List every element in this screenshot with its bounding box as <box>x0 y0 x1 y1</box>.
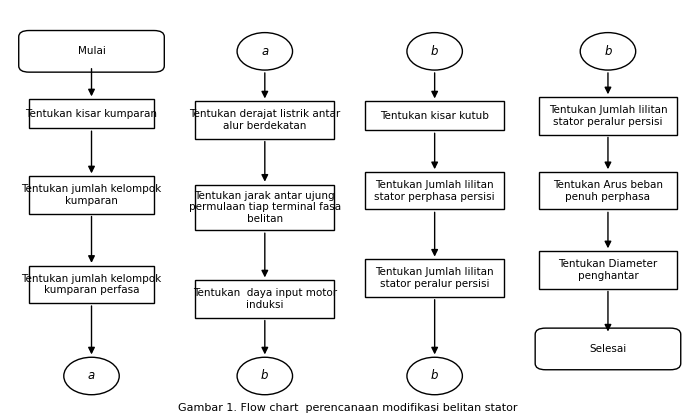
Text: b: b <box>604 45 612 58</box>
Text: Tentukan Jumlah lilitan
stator peralur persisi: Tentukan Jumlah lilitan stator peralur p… <box>375 267 494 289</box>
FancyBboxPatch shape <box>29 176 154 214</box>
Text: Tentukan Diameter
penghantar: Tentukan Diameter penghantar <box>558 259 658 281</box>
Text: Selesai: Selesai <box>590 344 626 354</box>
FancyBboxPatch shape <box>365 101 504 130</box>
Text: Tentukan kisar kumparan: Tentukan kisar kumparan <box>26 109 157 119</box>
Text: a: a <box>88 370 95 383</box>
FancyBboxPatch shape <box>365 172 504 210</box>
FancyBboxPatch shape <box>196 280 334 318</box>
Text: b: b <box>261 370 269 383</box>
Text: Tentukan Jumlah lilitan
stator peralur persisi: Tentukan Jumlah lilitan stator peralur p… <box>548 105 667 127</box>
FancyBboxPatch shape <box>196 101 334 139</box>
Ellipse shape <box>407 357 462 395</box>
Text: Gambar 1. Flow chart  perencanaan modifikasi belitan stator: Gambar 1. Flow chart perencanaan modifik… <box>178 403 518 414</box>
Ellipse shape <box>64 357 119 395</box>
Ellipse shape <box>580 33 635 70</box>
FancyBboxPatch shape <box>29 99 154 128</box>
Text: b: b <box>431 45 438 58</box>
Text: Tentukan Jumlah lilitan
stator perphasa persisi: Tentukan Jumlah lilitan stator perphasa … <box>374 180 495 202</box>
Text: Tentukan jumlah kelompok
kumparan: Tentukan jumlah kelompok kumparan <box>22 184 161 206</box>
FancyBboxPatch shape <box>539 251 677 289</box>
FancyBboxPatch shape <box>535 328 681 370</box>
FancyBboxPatch shape <box>19 31 164 72</box>
Text: Tentukan kisar kutub: Tentukan kisar kutub <box>380 111 489 121</box>
Text: a: a <box>261 45 269 58</box>
FancyBboxPatch shape <box>196 184 334 230</box>
FancyBboxPatch shape <box>539 97 677 134</box>
Ellipse shape <box>237 357 292 395</box>
FancyBboxPatch shape <box>365 259 504 297</box>
Text: Tentukan  daya input motor
induksi: Tentukan daya input motor induksi <box>193 288 337 310</box>
Ellipse shape <box>237 33 292 70</box>
Text: Tentukan jarak antar ujung
permulaan tiap terminal fasa
belitan: Tentukan jarak antar ujung permulaan tia… <box>189 191 341 224</box>
Text: Tentukan Arus beban
penuh perphasa: Tentukan Arus beban penuh perphasa <box>553 180 663 202</box>
FancyBboxPatch shape <box>29 266 154 303</box>
Text: Mulai: Mulai <box>77 47 106 56</box>
FancyBboxPatch shape <box>539 172 677 210</box>
Text: Tentukan jumlah kelompok
kumparan perfasa: Tentukan jumlah kelompok kumparan perfas… <box>22 274 161 295</box>
Text: Tentukan derajat listrik antar
alur berdekatan: Tentukan derajat listrik antar alur berd… <box>189 109 340 131</box>
Ellipse shape <box>407 33 462 70</box>
Text: b: b <box>431 370 438 383</box>
